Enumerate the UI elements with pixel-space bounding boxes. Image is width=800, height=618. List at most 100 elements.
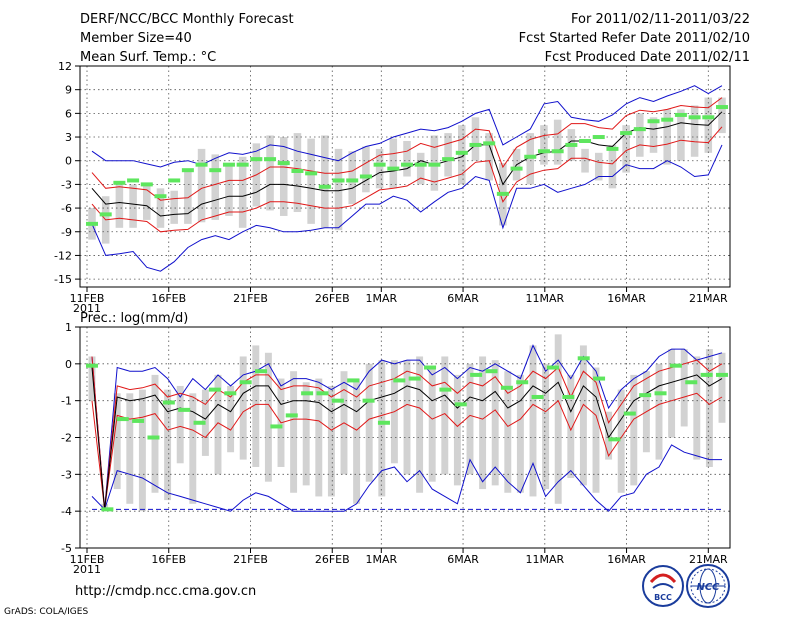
precipitation-observed-mark-18 [362, 398, 375, 403]
precipitation-box-17 [302, 382, 310, 486]
precipitation-observed-mark-34 [608, 437, 621, 442]
temperature-observed-mark-9 [209, 168, 222, 173]
temperature-observed-mark-29 [483, 141, 496, 146]
precipitation-box-49 [705, 349, 713, 467]
precipitation-box-45 [655, 363, 663, 460]
temperature-box-33 [540, 125, 548, 165]
precipitation-box-46 [668, 349, 676, 438]
source-url[interactable]: http://cmdp.ncc.cma.gov.cn [75, 584, 256, 599]
temperature-box-42 [663, 109, 671, 165]
precipitation-box-40 [592, 367, 600, 493]
precipitation-observed-mark-33 [593, 376, 606, 381]
precipitation-observed-mark-15 [316, 391, 329, 396]
precipitation-lower-line [91, 392, 723, 510]
precipitation-box-35 [529, 345, 537, 497]
temperature-y-tick-label-1: -12 [54, 249, 72, 262]
precipitation-box-28 [441, 356, 449, 475]
precipitation-observed-mark-29 [531, 394, 544, 399]
precipitation-y-tick-label-5: 0 [65, 358, 72, 371]
temperature-y-tick-label-2: -9 [61, 226, 72, 239]
temperature-observed-mark-35 [565, 142, 578, 147]
precipitation-observed-mark-41 [716, 372, 728, 377]
precipitation-y-tick-label-4: -1 [61, 395, 72, 408]
temperature-observed-mark-25 [428, 162, 441, 167]
precipitation-y-tick-label-3: -2 [61, 432, 72, 445]
temperature-x-year-label: 2011 [73, 302, 101, 315]
precipitation-box-50 [718, 352, 726, 423]
precipitation-lines [91, 344, 723, 512]
temperature-mean-line [91, 111, 723, 217]
precipitation-observed-mark-31 [562, 394, 575, 399]
precipitation-observed-mark-35 [623, 411, 636, 416]
temperature-box-7 [184, 168, 192, 224]
temperature-x-tick-label-2: 21FEB [233, 292, 268, 305]
temperature-upper-line [91, 97, 723, 201]
precipitation-box-47 [680, 349, 688, 427]
temperature-box-8 [197, 148, 206, 223]
temperature-box-13 [266, 135, 274, 211]
temperature-observed-mark-22 [387, 166, 400, 171]
precipitation-observed-mark-20 [393, 378, 406, 383]
precipitation-observed-mark-12 [270, 424, 283, 429]
temperature-box-41 [649, 117, 658, 153]
temperature-box-44 [690, 105, 699, 157]
temperature-y-tick-label-0: -15 [54, 273, 72, 286]
temperature-box-43 [677, 109, 685, 161]
precipitation-max-line [91, 344, 723, 510]
precipitation-box-42 [617, 389, 625, 493]
temperature-x-tick-label-8: 21MAR [689, 292, 728, 305]
forecast-produced: Fcst Produced Date 2011/02/11 [545, 50, 750, 65]
temperature-observed-mark-41 [647, 119, 660, 124]
temperature-plot-frame [79, 65, 731, 288]
precipitation-box-39 [579, 345, 587, 486]
precipitation-y-axis: -5 -4 -3 -2 -1 0 1 [61, 321, 80, 555]
precipitation-box-14 [264, 352, 272, 482]
precip-title: Prec.: log(mm/d) [80, 311, 188, 326]
temperature-observed-mark-13 [264, 157, 277, 162]
precipitation-box-7 [176, 385, 184, 464]
temperature-x-tick-label-1: 16FEB [151, 292, 186, 305]
precipitation-box-27 [428, 367, 436, 482]
temperature-box-23 [403, 140, 411, 177]
temperature-lines [91, 85, 723, 272]
precipitation-upper-line [91, 356, 723, 510]
temperature-observed-mark-34 [551, 149, 564, 154]
temperature-box-5 [156, 188, 165, 228]
forecast-started: Fcst Started Refer Date 2011/02/10 [519, 31, 750, 46]
temperature-observed-mark-14 [277, 161, 290, 166]
grads-credit: GrADS: COLA/IGES [4, 607, 88, 617]
temperature-observed-mark-27 [455, 150, 468, 155]
temperature-observed-mark-32 [524, 154, 537, 159]
temperature-observed-mark-2 [113, 180, 126, 185]
temperature-lower-line [91, 126, 723, 233]
precipitation-observed-mark-16 [331, 398, 344, 403]
temperature-x-tick-label-7: 16MAR [607, 292, 646, 305]
temperature-box-40 [636, 113, 644, 157]
temperature-observed-mark-15 [291, 168, 304, 173]
temperature-box-21 [375, 148, 384, 189]
precipitation-box-29 [453, 374, 461, 486]
temperature-box-17 [321, 135, 329, 228]
precipitation-observed-mark-10 [239, 380, 252, 385]
precipitation-box-11 [227, 385, 235, 453]
precipitation-mean-line [91, 367, 723, 510]
temperature-observed-mark-33 [537, 149, 550, 154]
bcc-logo-text: BCC [654, 593, 672, 602]
precipitation-box-30 [466, 363, 474, 475]
temperature-box-46 [718, 97, 726, 134]
temperature-observed-mark-46 [716, 105, 728, 110]
temperature-y-axis: -15 -12 -9 -6 -3 0 3 6 9 12 [54, 60, 80, 286]
precipitation-box-4 [138, 389, 146, 512]
precipitation-box-48 [693, 356, 701, 460]
temperature-box-3 [129, 184, 137, 228]
precipitation-observed-mark-9 [224, 391, 237, 396]
temperature-observed-mark-6 [168, 178, 181, 183]
temperature-observed-mark-10 [222, 162, 235, 167]
temperature-observed-mark-37 [592, 135, 605, 140]
precipitation-observed-mark-5 [162, 400, 175, 405]
temperature-y-tick-label-5: 0 [65, 155, 72, 168]
precipitation-box-13 [252, 345, 260, 467]
precipitation-box-34 [516, 374, 524, 493]
temperature-y-tick-label-4: -3 [61, 178, 72, 191]
temperature-observed-mark-28 [469, 142, 482, 147]
